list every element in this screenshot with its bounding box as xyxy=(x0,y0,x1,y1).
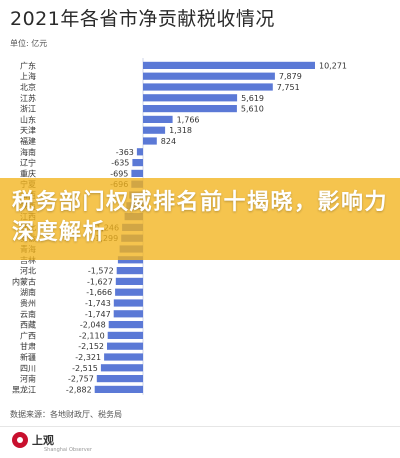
value-label: -2,321 xyxy=(75,353,101,362)
value-label: -1,747 xyxy=(85,310,111,319)
value-label: 824 xyxy=(161,137,176,146)
category-label: 辽宁 xyxy=(20,158,36,168)
category-label: 新疆 xyxy=(20,352,36,362)
category-label: 北京 xyxy=(20,82,36,92)
value-label: -695 xyxy=(110,169,128,178)
bar-8 xyxy=(136,148,143,156)
value-label: 7,751 xyxy=(277,83,300,92)
value-label: 7,879 xyxy=(279,72,302,81)
unit-label: 单位: 亿元 xyxy=(10,39,48,48)
headline-text: 税务部门权威排名前十揭晓，影响力深度解析 xyxy=(12,190,389,245)
value-label: 1,318 xyxy=(169,126,192,135)
value-label: -2,882 xyxy=(66,385,92,394)
category-label: 重庆 xyxy=(20,168,36,178)
value-label: 5,619 xyxy=(241,94,264,103)
category-label: 云南 xyxy=(20,309,36,319)
category-label: 福建 xyxy=(20,136,36,146)
category-label: 贵州 xyxy=(20,298,36,308)
bar-1 xyxy=(143,72,275,80)
bar-25 xyxy=(107,331,143,339)
publisher-logo: 上观 Shanghai Observer xyxy=(12,432,92,453)
bar-29 xyxy=(96,375,143,383)
category-label: 黑龙江 xyxy=(12,384,36,394)
bar-20 xyxy=(115,277,143,285)
value-label: -1,572 xyxy=(88,267,114,276)
value-label: -2,048 xyxy=(80,321,106,330)
category-label: 山东 xyxy=(20,114,36,124)
headline-banner xyxy=(0,178,400,260)
bar-21 xyxy=(115,288,143,296)
logo-icon xyxy=(12,432,28,448)
bar-10 xyxy=(131,169,143,177)
category-label: 海南 xyxy=(20,147,36,157)
bar-3 xyxy=(143,94,238,102)
logo-name: 上观 xyxy=(32,434,54,447)
bar-5 xyxy=(143,115,173,123)
category-label: 甘肃 xyxy=(20,341,36,351)
value-label: -2,110 xyxy=(79,331,105,340)
bar-2 xyxy=(143,83,273,91)
value-label: 5,610 xyxy=(241,105,264,114)
category-label: 湖南 xyxy=(20,287,36,297)
chart-title: 2021年各省市净贡献税收情况 xyxy=(10,8,275,30)
bar-23 xyxy=(113,310,143,318)
category-label: 广东 xyxy=(20,60,36,70)
bar-22 xyxy=(113,299,143,307)
category-label: 西藏 xyxy=(20,320,36,330)
value-label: -1,627 xyxy=(87,277,113,286)
category-label: 河北 xyxy=(20,266,36,276)
category-label: 四川 xyxy=(20,364,36,373)
value-label: -635 xyxy=(111,159,129,168)
bar-6 xyxy=(143,126,166,134)
bar-27 xyxy=(104,353,143,361)
value-label: -2,757 xyxy=(68,375,94,384)
value-label: 10,271 xyxy=(319,61,347,70)
data-source: 数据来源：各地财政厅、税务局 xyxy=(10,410,122,419)
bar-9 xyxy=(132,159,143,167)
category-label: 内蒙古 xyxy=(12,276,36,286)
value-label: -2,152 xyxy=(78,342,104,351)
bar-7 xyxy=(143,137,157,145)
value-label: 1,766 xyxy=(177,115,200,124)
category-label: 天津 xyxy=(20,125,36,135)
value-label: -1,666 xyxy=(86,288,112,297)
category-label: 河南 xyxy=(20,374,36,384)
bar-26 xyxy=(107,342,143,350)
bar-chart: 广东 10,271 上海 7,879 北京 7,751 江苏 5,619 浙江 5,610 山东 1,… xyxy=(12,58,347,395)
bar-24 xyxy=(108,321,143,329)
category-label: 江苏 xyxy=(20,93,36,103)
bar-19 xyxy=(116,267,143,275)
value-label: -1,743 xyxy=(85,299,111,308)
category-label: 广西 xyxy=(20,330,36,340)
category-label: 上海 xyxy=(20,71,36,81)
value-label: -2,515 xyxy=(72,364,98,373)
bar-4 xyxy=(143,105,237,113)
footer-divider xyxy=(0,426,400,427)
bar-30 xyxy=(94,385,143,393)
logo-subtitle: Shanghai Observer xyxy=(44,447,92,453)
bar-28 xyxy=(100,364,143,372)
value-label: -363 xyxy=(116,148,134,157)
category-label: 浙江 xyxy=(20,104,36,114)
bar-0 xyxy=(143,61,315,69)
